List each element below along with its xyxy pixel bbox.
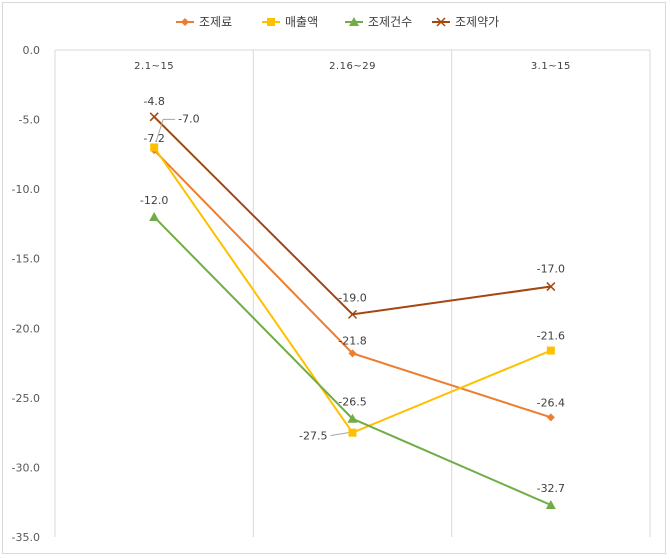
data-point-marker	[347, 413, 358, 423]
data-label: -32.7	[537, 482, 565, 495]
data-label: -27.5	[299, 430, 327, 443]
data-label: -4.8	[143, 95, 164, 108]
data-label-leader	[330, 432, 349, 437]
data-point-marker	[149, 112, 159, 122]
y-tick-label: -20.0	[12, 322, 40, 335]
data-point-marker	[546, 346, 555, 355]
data-point-marker	[347, 309, 358, 319]
data-point-marker	[546, 413, 555, 422]
data-point-marker	[545, 499, 556, 509]
y-tick-label: -35.0	[12, 531, 40, 544]
series-line	[153, 146, 552, 434]
y-tick-label: -30.0	[12, 461, 40, 474]
series-line	[153, 216, 552, 506]
data-label: -12.0	[140, 194, 168, 207]
data-label: -7.0	[178, 112, 199, 125]
y-tick-label: 0.0	[23, 44, 41, 57]
data-label: -21.8	[338, 334, 366, 347]
data-label: -26.4	[537, 396, 565, 409]
x-category-label: 3.1~15	[531, 61, 571, 72]
data-label: -7.2	[143, 132, 164, 145]
y-tick-label: -15.0	[12, 253, 40, 266]
data-point-marker	[267, 18, 275, 26]
legend-label: 매출액	[285, 15, 318, 29]
y-tick-label: -5.0	[19, 114, 40, 127]
x-category-label: 2.16~29	[329, 61, 376, 72]
data-point-marker	[181, 18, 189, 26]
data-label: -19.0	[338, 291, 366, 304]
legend-label: 조제료	[199, 15, 232, 29]
y-tick-label: -10.0	[12, 183, 40, 196]
chart-frame	[2, 2, 666, 554]
legend-label: 조제약가	[455, 14, 499, 29]
y-tick-label: -25.0	[12, 392, 40, 405]
x-category-label: 2.1~15	[134, 61, 174, 72]
data-point-marker	[150, 143, 159, 152]
data-label: -17.0	[537, 263, 565, 276]
data-label-leader	[155, 118, 176, 142]
data-point-marker	[348, 349, 357, 358]
data-point-marker	[546, 282, 556, 292]
data-point-marker	[149, 211, 160, 221]
data-label: -26.5	[338, 396, 366, 409]
legend-label: 조제건수	[368, 15, 412, 29]
data-label: -21.6	[537, 330, 565, 343]
series-line	[153, 149, 552, 419]
data-point-marker	[349, 17, 359, 26]
data-point-marker	[436, 17, 446, 27]
series-line	[153, 116, 551, 316]
data-point-marker	[348, 428, 357, 437]
